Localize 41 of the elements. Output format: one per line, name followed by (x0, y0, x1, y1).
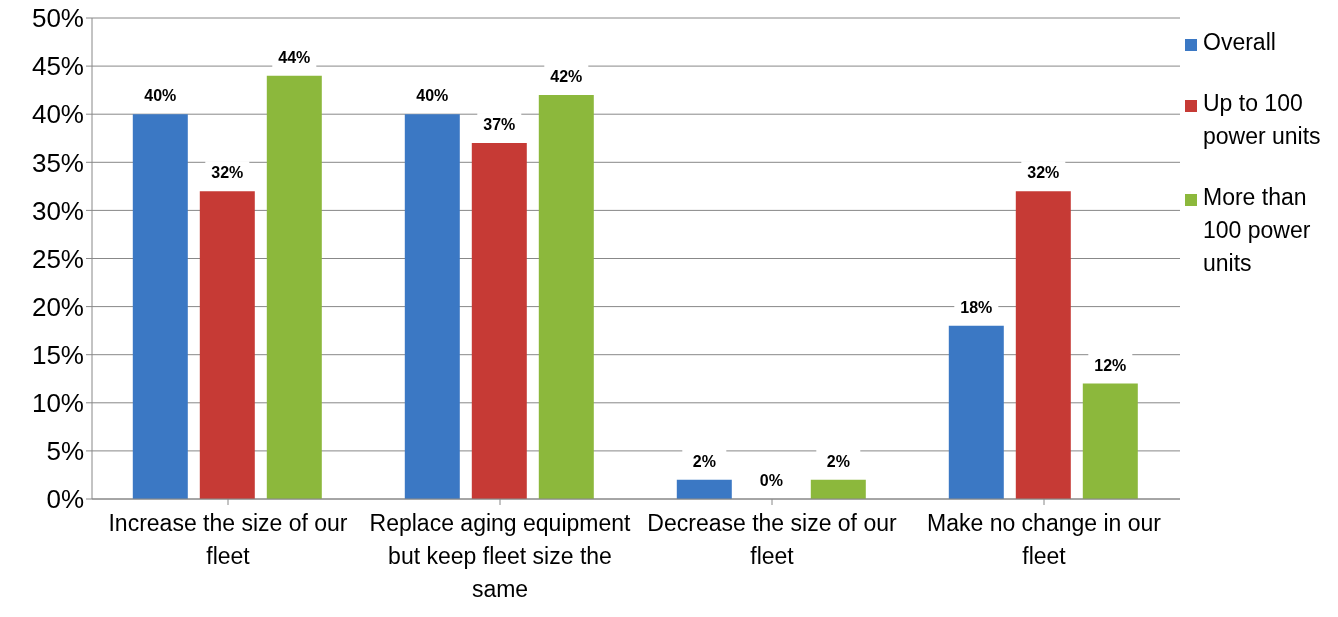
data-label: 2% (826, 452, 850, 470)
data-label: 44% (278, 48, 311, 66)
y-tick-label: 10% (31, 388, 84, 419)
x-tick-label: Make no change in our fleet (927, 510, 1162, 569)
data-label: 32% (1027, 164, 1060, 182)
x-tick-label: Replace aging equipment but keep fleet size the same (369, 510, 632, 602)
data-label: 37% (483, 116, 516, 134)
bar (1015, 191, 1071, 499)
y-tick-label: 35% (31, 147, 84, 178)
y-tick-label: 50% (31, 3, 84, 34)
y-tick-label: 20% (31, 291, 84, 322)
y-tick-label: 5% (46, 436, 84, 467)
bar (266, 75, 322, 499)
data-label: 42% (550, 67, 583, 85)
y-tick-label: 15% (31, 339, 84, 370)
bar (1082, 383, 1138, 499)
data-label: 12% (1094, 356, 1127, 374)
bar (132, 114, 188, 499)
data-label: 18% (960, 298, 993, 316)
y-tick-label: 25% (31, 243, 84, 274)
bar (676, 479, 732, 499)
bar (948, 325, 1004, 499)
data-label: 0% (759, 471, 783, 489)
bar (199, 191, 255, 499)
legend-label: Overall (1203, 28, 1276, 57)
y-tick-label: 30% (31, 195, 84, 226)
legend-label: More than 100 power units (1203, 183, 1312, 278)
x-tick-label: Increase the size of our fleet (108, 510, 348, 569)
bar (404, 114, 460, 499)
data-label: 40% (144, 87, 177, 105)
bar (538, 94, 594, 499)
data-label: 2% (692, 452, 716, 470)
data-label: 40% (416, 87, 449, 105)
y-tick-label: 40% (31, 99, 84, 130)
y-tick-label: 45% (31, 51, 84, 82)
x-tick-label: Decrease the size of our fleet (647, 510, 897, 569)
legend-label: Up to 100 power units (1203, 89, 1322, 151)
bar (810, 479, 866, 499)
y-tick-label: 0% (46, 484, 84, 515)
data-label: 32% (211, 164, 244, 182)
bar (471, 143, 527, 499)
